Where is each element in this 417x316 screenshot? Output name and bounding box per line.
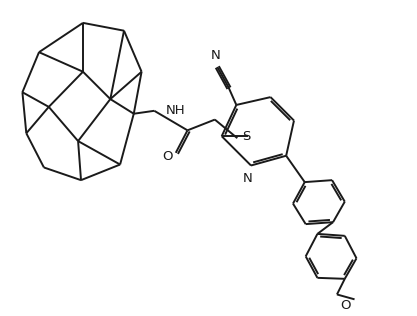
- Text: O: O: [340, 299, 350, 312]
- Text: N: N: [243, 172, 253, 185]
- Text: N: N: [211, 49, 221, 62]
- Text: NH: NH: [166, 104, 186, 117]
- Text: S: S: [242, 130, 251, 143]
- Text: O: O: [163, 150, 173, 163]
